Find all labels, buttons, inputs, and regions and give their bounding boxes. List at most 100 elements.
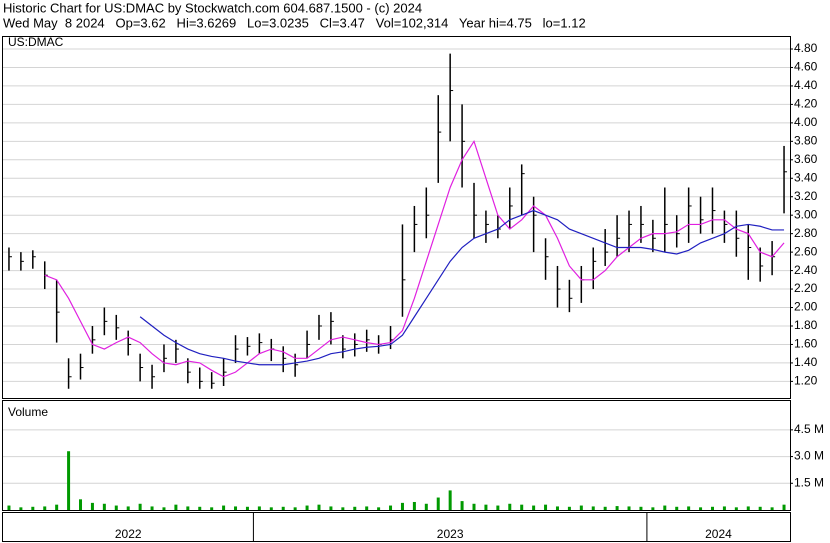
moving-average: [139, 209, 785, 366]
y-tick-label: 3.40: [794, 170, 818, 184]
volume-bar: [651, 507, 655, 510]
volume-bar: [389, 505, 393, 510]
volume-bar: [210, 507, 214, 510]
x-tick-label: 2024: [705, 527, 732, 541]
volume-bar: [699, 507, 703, 510]
volume-bar: [114, 505, 118, 510]
volume-bar: [591, 506, 595, 510]
volume-bar: [758, 506, 762, 510]
volume-bar: [90, 502, 94, 510]
price-panel: [2, 36, 791, 399]
volume-bar: [579, 505, 583, 510]
y-tick-label: 2.80: [794, 226, 818, 240]
volume-bar: [687, 506, 691, 510]
volume-bar: [305, 505, 309, 510]
y-tick-label: 3.60: [794, 152, 818, 166]
volume-bar: [43, 506, 47, 510]
volume-bar: [257, 506, 261, 510]
volume-bar: [639, 506, 643, 510]
volume-bar: [400, 502, 404, 510]
y-tick-label: 4.5 M: [794, 422, 824, 436]
y-tick-label: 2.40: [794, 263, 818, 277]
y-tick-label: 1.40: [794, 355, 818, 369]
volume-bar: [102, 503, 106, 510]
volume-bar: [31, 506, 35, 510]
x-tick-label: 2022: [115, 527, 142, 541]
volume-panel-label: Volume: [8, 405, 48, 419]
volume-bar: [484, 504, 488, 510]
volume-bar: [746, 506, 750, 510]
volume-bar: [544, 504, 548, 510]
volume-bar: [615, 506, 619, 510]
volume-bar: [734, 507, 738, 510]
y-tick-label: 4.00: [794, 115, 818, 129]
volume-bar: [532, 505, 536, 510]
y-tick-label: 1.5 M: [794, 475, 824, 489]
volume-bar: [329, 506, 333, 510]
y-tick-label: 1.60: [794, 337, 818, 351]
volume-bar: [67, 451, 71, 510]
volume-bar: [138, 503, 142, 510]
y-tick-label: 4.40: [794, 78, 818, 92]
y-tick-label: 3.0 M: [794, 449, 824, 463]
volume-bar: [436, 497, 440, 510]
moving-average: [44, 139, 785, 378]
volume-bar: [198, 506, 202, 510]
price-panel-label: US:DMAC: [8, 35, 64, 49]
y-tick-label: 3.20: [794, 189, 818, 203]
y-tick-label: 1.80: [794, 318, 818, 332]
volume-bar: [162, 507, 166, 510]
volume-bar: [341, 507, 345, 510]
volume-bar: [555, 506, 559, 510]
y-tick-label: 4.80: [794, 41, 818, 55]
volume-bar: [627, 506, 631, 510]
y-tick-label: 2.20: [794, 281, 818, 295]
volume-bar: [353, 506, 357, 510]
volume-bar: [663, 505, 667, 510]
volume-panel: [2, 400, 791, 511]
header-quote: Wed May 8 2024 Op=3.62 Hi=3.6269 Lo=3.02…: [3, 15, 586, 30]
volume-bar: [317, 504, 321, 510]
y-tick-label: 1.20: [794, 374, 818, 388]
volume-bar: [424, 503, 428, 510]
y-tick-label: 3.80: [794, 134, 818, 148]
volume-bar: [222, 505, 226, 510]
volume-bar: [126, 506, 130, 510]
volume-bar: [496, 505, 500, 510]
volume-bar: [186, 506, 190, 510]
y-tick-label: 2.00: [794, 300, 818, 314]
volume-bar: [377, 507, 381, 510]
volume-bar: [365, 506, 369, 510]
y-tick-label: 4.60: [794, 60, 818, 74]
volume-bar: [460, 501, 464, 510]
y-tick-label: 3.00: [794, 207, 818, 221]
volume-bar: [293, 507, 297, 510]
volume-bar: [675, 506, 679, 510]
time-axis: [2, 512, 791, 542]
volume-bar: [722, 506, 726, 510]
volume-bar: [472, 503, 476, 510]
volume-bar: [245, 506, 249, 510]
volume-bar: [782, 504, 786, 510]
volume-bar: [234, 506, 238, 510]
volume-bar: [281, 506, 285, 510]
volume-bar: [520, 504, 524, 510]
x-tick-label: 2023: [437, 527, 464, 541]
volume-bar: [448, 490, 452, 510]
y-tick-label: 4.20: [794, 97, 818, 111]
volume-bar: [567, 506, 571, 510]
volume-bar: [174, 504, 178, 510]
volume-bar: [79, 499, 83, 510]
volume-bar: [770, 507, 774, 510]
volume-bar: [7, 505, 11, 510]
volume-bar: [603, 506, 607, 510]
volume-bar: [412, 501, 416, 510]
y-tick-label: 2.60: [794, 244, 818, 258]
volume-bar: [150, 506, 154, 510]
volume-bar: [269, 507, 273, 510]
volume-bar: [55, 504, 59, 510]
volume-bar: [19, 507, 23, 510]
